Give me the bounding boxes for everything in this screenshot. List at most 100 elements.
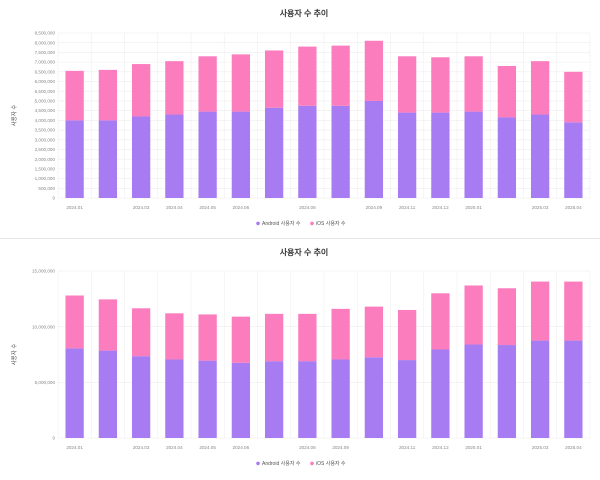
x-tick-label: 2024.04 [166,445,183,450]
bar-ios-2025.01 [464,285,483,345]
y-axis-label: 사용자 수 [10,105,18,127]
bar-android-2024.06 [231,111,251,198]
legend-marker-ios [310,461,314,466]
x-tick-label: 2025.04 [565,445,582,450]
bar-ios-2024.08 [298,313,317,362]
y-tick-label: 5,500,000 [35,89,56,94]
y-tick-label: 10,000,000 [32,324,55,329]
x-tick-label: 2024.09 [366,205,383,210]
bar-ios-2024.07 [264,313,284,362]
x-tick-label: 2024.06 [233,445,250,450]
bar-ios-2024.06 [231,54,251,112]
bar-ios-2024.11 [397,309,417,361]
legend-label-ios: iOS 사용자 수 [316,220,346,227]
bar-android-2025.02 [497,345,517,438]
bar-android-2024.01 [65,348,84,438]
y-tick-label: 6,500,000 [35,69,56,74]
bar-android-2024.03 [131,356,151,438]
bar-ios-2024.04 [165,313,184,360]
bar-android-2024.05 [198,360,217,438]
bar-ios-2024.05 [198,56,217,112]
y-tick-label: 5,000,000 [35,380,56,385]
bar-ios-2025.01 [464,56,483,112]
y-tick-label: 6,000,000 [35,79,56,84]
bar-ios-2024.02 [98,69,118,121]
y-tick-label: 4,000,000 [35,118,56,123]
x-tick-label: 2025.01 [465,205,482,210]
bar-android-2024.01 [65,120,84,198]
legend-marker-android [256,461,260,466]
bar-ios-2024.10 [364,40,384,101]
y-tick-label: 0 [52,196,55,201]
bar-android-2024.02 [98,120,118,198]
legend-label-android: Android 사용자 수 [262,460,301,467]
bar-ios-2024.09 [331,45,350,106]
x-tick-label: 2025.01 [465,445,482,450]
y-tick-label: 500,000 [38,186,55,191]
y-tick-label: 1,000,000 [35,176,56,181]
y-tick-label: 4,500,000 [35,108,56,113]
legend-marker-android [256,221,260,226]
bar-ios-2024.03 [131,64,151,117]
x-tick-label: 2025.03 [532,205,549,210]
x-tick-label: 2024.05 [199,205,216,210]
y-tick-label: 0 [52,436,55,441]
legend: Android 사용자 수 iOS 사용자 수 [256,460,346,467]
bar-android-2024.02 [98,350,118,438]
legend-label-android: Android 사용자 수 [262,220,301,227]
y-tick-label: 15,000,000 [32,269,55,274]
bar-android-2025.04 [564,340,583,438]
bar-ios-2025.02 [497,288,517,346]
x-tick-label: 2024.03 [133,205,150,210]
bar-ios-2024.08 [298,46,317,106]
x-tick-label: 2024.03 [133,445,150,450]
bar-android-2025.04 [564,122,583,198]
bar-ios-2024.10 [364,306,384,358]
x-tick-label: 2024.01 [66,205,83,210]
bar-android-2025.03 [530,340,550,438]
x-tick-label: 2024.08 [299,205,316,210]
bar-android-2025.01 [464,111,483,198]
bar-ios-2024.07 [264,50,284,108]
bar-android-2024.06 [231,362,251,438]
bar-ios-2025.02 [497,66,517,118]
y-axis-label: 사용자 수 [10,344,18,366]
y-tick-label: 3,500,000 [35,128,56,133]
y-tick-label: 7,000,000 [35,60,56,65]
bar-android-2025.02 [497,117,517,198]
legend-label-ios: iOS 사용자 수 [316,460,346,467]
y-tick-label: 8,500,000 [35,31,56,36]
x-tick-label: 2024.11 [399,205,416,210]
bar-ios-2024.01 [65,70,84,121]
bar-ios-2024.12 [431,293,450,350]
bar-ios-2025.04 [564,281,583,341]
bar-ios-2024.09 [331,308,350,360]
bar-android-2025.01 [464,344,483,438]
bar-android-2024.11 [397,112,417,198]
x-tick-label: 2024.06 [233,205,250,210]
bar-android-2024.12 [431,112,450,198]
bar-android-2024.07 [264,107,284,198]
bar-ios-2024.12 [431,57,450,113]
bar-android-2024.08 [298,361,317,438]
bar-android-2024.09 [331,359,350,438]
bar-ios-2024.11 [397,56,417,113]
x-tick-label: 2025.03 [532,445,549,450]
x-tick-label: 2024.09 [332,445,349,450]
chart-title: 사용자 수 추이 [280,247,329,257]
x-tick-label: 2025.04 [565,205,582,210]
y-tick-label: 7,500,000 [35,50,56,55]
bar-ios-2025.04 [564,71,583,123]
x-tick-label: 2024.11 [399,445,416,450]
bar-android-2024.09 [331,105,350,198]
bar-ios-2024.01 [65,295,84,349]
bar-ios-2024.04 [165,61,184,115]
bar-ios-2025.03 [530,61,550,115]
bar-android-2024.10 [364,100,384,198]
bar-android-2024.04 [165,359,184,438]
x-tick-label: 2024.01 [66,445,83,450]
x-tick-label: 2024.12 [432,445,449,450]
